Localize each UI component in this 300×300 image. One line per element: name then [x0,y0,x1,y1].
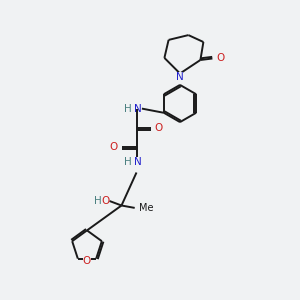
Text: H: H [94,196,101,206]
Text: O: O [101,196,110,206]
Text: H: H [124,103,132,114]
Text: N: N [134,157,142,167]
Text: O: O [83,256,91,266]
Text: O: O [154,123,163,134]
Text: N: N [176,72,183,82]
Text: N: N [134,103,142,114]
Text: H: H [124,157,132,167]
Text: O: O [216,53,224,64]
Text: O: O [109,142,118,152]
Text: Me: Me [140,203,154,213]
